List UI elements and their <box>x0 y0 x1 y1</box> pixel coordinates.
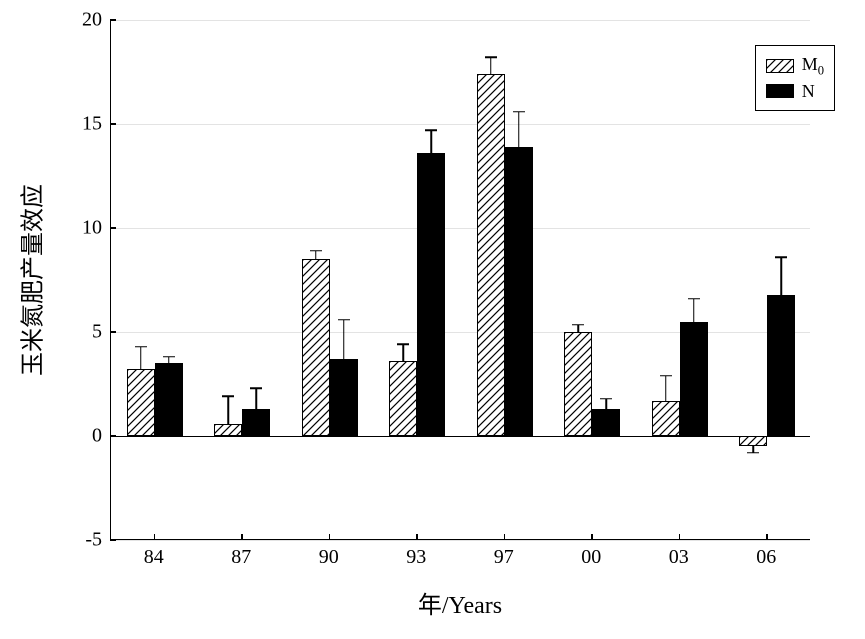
error-cap <box>135 346 147 348</box>
bar-N-84 <box>155 363 183 436</box>
x-tick-label: 93 <box>406 546 426 569</box>
x-axis-title: 年/Years <box>418 585 502 620</box>
gridline <box>111 124 810 125</box>
y-tick-label: 10 <box>82 217 102 240</box>
y-tick-label: 5 <box>92 321 102 344</box>
x-tick-label: 90 <box>319 546 339 569</box>
x-tick-label: 00 <box>581 546 601 569</box>
gridline <box>111 20 810 21</box>
legend-swatch-n <box>766 84 794 98</box>
error-bar <box>256 388 258 409</box>
error-bar <box>228 396 230 423</box>
error-cap <box>747 452 759 454</box>
legend-item-m0: M0 <box>766 54 824 79</box>
y-tick-label: 0 <box>92 425 102 448</box>
bar-N-93 <box>417 153 445 436</box>
y-tick-mark <box>110 19 116 21</box>
error-cap <box>485 57 497 59</box>
error-cap <box>660 375 672 377</box>
y-tick-mark <box>110 331 116 333</box>
legend-item-n: N <box>766 81 824 102</box>
legend-label-n: N <box>802 81 815 102</box>
error-bar <box>693 299 695 322</box>
legend-label-m0: M0 <box>802 54 824 79</box>
bar-N-87 <box>242 409 270 436</box>
error-bar <box>315 251 317 259</box>
x-tick-mark <box>679 534 681 540</box>
error-bar <box>490 57 492 74</box>
y-tick-mark <box>110 435 116 437</box>
legend-swatch-m0 <box>766 59 794 73</box>
error-bar <box>781 257 783 294</box>
y-tick-container: -505101520 <box>0 20 110 540</box>
x-tick-label: 06 <box>756 546 776 569</box>
error-cap <box>775 256 787 258</box>
y-tick-label: -5 <box>85 529 102 552</box>
bar-M0-06 <box>739 436 767 446</box>
x-tick-label: 03 <box>669 546 689 569</box>
x-tick-mark <box>504 534 506 540</box>
gridline <box>111 228 810 229</box>
error-cap <box>397 344 409 346</box>
error-bar <box>518 112 520 147</box>
bar-N-03 <box>680 322 708 436</box>
error-cap <box>688 298 700 300</box>
plot-area <box>110 20 810 540</box>
zero-line <box>111 436 810 437</box>
x-tick-label: 97 <box>494 546 514 569</box>
error-cap <box>572 324 584 326</box>
bar-M0-87 <box>214 424 242 436</box>
y-tick-mark <box>110 123 116 125</box>
error-bar <box>168 357 170 363</box>
y-tick-label: 20 <box>82 9 102 32</box>
x-tick-mark <box>591 534 593 540</box>
error-bar <box>665 376 667 401</box>
x-tick-mark <box>154 534 156 540</box>
error-cap <box>222 396 234 398</box>
error-bar <box>403 344 405 361</box>
error-cap <box>250 387 262 389</box>
error-cap <box>310 250 322 252</box>
y-tick-mark <box>110 227 116 229</box>
x-tick-label: 87 <box>231 546 251 569</box>
error-bar <box>606 399 608 409</box>
bar-M0-03 <box>652 401 680 436</box>
x-tick-mark <box>329 534 331 540</box>
bar-N-90 <box>330 359 358 436</box>
bar-N-00 <box>592 409 620 436</box>
bar-N-06 <box>767 295 795 436</box>
bar-M0-00 <box>564 332 592 436</box>
legend: M0 N <box>755 45 835 111</box>
x-tick-container: 84 87 90 93 97 00 03 06 <box>110 540 810 580</box>
error-bar <box>578 325 580 332</box>
bar-M0-93 <box>389 361 417 436</box>
error-cap <box>338 319 350 321</box>
error-bar <box>140 347 142 370</box>
error-cap <box>513 111 525 113</box>
error-cap <box>600 398 612 400</box>
bar-M0-97 <box>477 74 505 436</box>
error-bar <box>343 320 345 360</box>
y-tick-label: 15 <box>82 113 102 136</box>
bar-N-97 <box>505 147 533 436</box>
bar-M0-90 <box>302 259 330 436</box>
x-tick-mark <box>241 534 243 540</box>
error-cap <box>163 356 175 358</box>
x-tick-mark <box>416 534 418 540</box>
error-cap <box>425 129 437 131</box>
error-bar <box>431 130 433 153</box>
x-tick-label: 84 <box>144 546 164 569</box>
bar-M0-84 <box>127 369 155 436</box>
x-tick-mark <box>766 534 768 540</box>
